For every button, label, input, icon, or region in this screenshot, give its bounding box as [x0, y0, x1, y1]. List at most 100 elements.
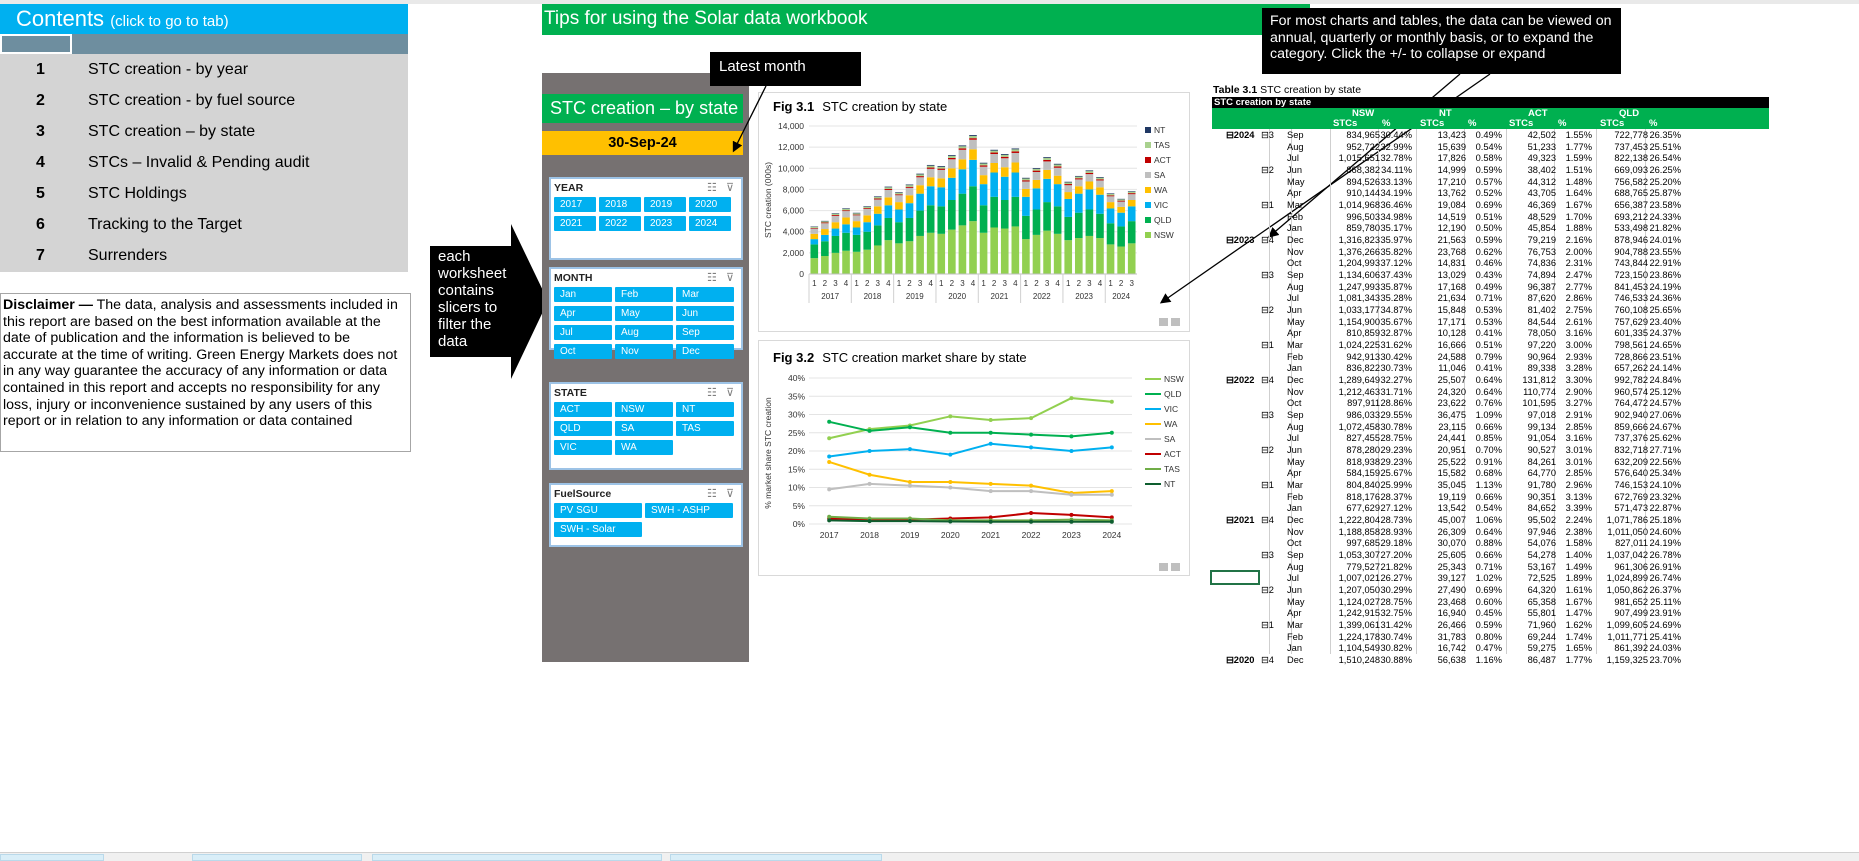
slicer-button-2020[interactable]: 2020: [689, 197, 731, 212]
contents-item-3[interactable]: 3 STC creation – by state: [0, 116, 408, 147]
row-year-label[interactable]: ⊟2021: [1226, 515, 1255, 526]
slicer-button-2024[interactable]: 2024: [689, 216, 731, 231]
row-quarter-label[interactable]: ⊟1: [1261, 340, 1274, 351]
active-cell[interactable]: [1210, 570, 1260, 585]
fig-3-2-chart[interactable]: Fig 3.2 STC creation market share by stat…: [758, 340, 1190, 576]
slicer-year: YEAR ☷ ⊽ 2017 2018 2019 2020 2021 2022 2023 2024: [549, 177, 743, 260]
row-quarter-label[interactable]: ⊟2: [1261, 165, 1274, 175]
row-cell: 14,831: [1437, 258, 1466, 269]
clear-filter-icon[interactable]: ⊽: [726, 272, 735, 284]
legend-swatch-nsw: [1145, 232, 1151, 238]
slicer-button-mar[interactable]: Mar: [676, 287, 734, 302]
y-tick-label: 4,000: [783, 227, 805, 237]
sheet-tab-4[interactable]: [670, 854, 882, 861]
slicer-button-2018[interactable]: 2018: [599, 197, 641, 212]
legend-swatch-sa: [1145, 172, 1151, 178]
x-tick-label: 2: [992, 279, 997, 288]
row-cell: 1,204,993: [1338, 258, 1380, 269]
slicer-button-pv-sgu[interactable]: PV SGU: [554, 503, 642, 518]
slicer-button-sa[interactable]: SA: [615, 421, 673, 436]
contents-item-4[interactable]: 4 STCs – Invalid & Pending audit: [0, 147, 408, 178]
slicer-button-dec[interactable]: Dec: [676, 344, 734, 359]
row-cell: 26,309: [1437, 526, 1466, 537]
row-quarter-label[interactable]: ⊟3: [1261, 410, 1274, 421]
selected-cell[interactable]: [0, 34, 72, 54]
slicer-button-jan[interactable]: Jan: [554, 287, 612, 302]
contents-item-7[interactable]: 7 Surrenders: [0, 240, 408, 271]
bar-nt: [1127, 191, 1136, 192]
bar-nsw: [810, 258, 819, 274]
slicer-button-oct[interactable]: Oct: [554, 344, 612, 359]
slicer-button-2019[interactable]: 2019: [644, 197, 686, 212]
contents-item-1[interactable]: 1 STC creation - by year: [0, 54, 408, 85]
row-quarter-label[interactable]: ⊟3: [1261, 270, 1274, 281]
slicer-button-sep[interactable]: Sep: [676, 325, 734, 340]
bar-wa: [1106, 202, 1115, 209]
sheet-tab-3[interactable]: [372, 854, 662, 861]
slicer-button-aug[interactable]: Aug: [615, 325, 673, 340]
row-year-label[interactable]: ⊟2020: [1226, 655, 1255, 666]
clear-filter-icon[interactable]: ⊽: [726, 488, 735, 500]
bar-sa: [1096, 180, 1104, 188]
row-quarter-label[interactable]: ⊟1: [1261, 480, 1274, 491]
row-cell: 24.19%: [1649, 538, 1681, 549]
clear-filter-icon[interactable]: ⊽: [726, 182, 735, 194]
slicer-button-2017[interactable]: 2017: [554, 197, 596, 212]
row-cell: 601,335: [1614, 328, 1648, 339]
slicer-button-tas[interactable]: TAS: [676, 421, 734, 436]
legend-swatch-act: [1145, 157, 1151, 163]
row-cell: 90,964: [1527, 351, 1556, 362]
row-quarter-label[interactable]: ⊟2: [1261, 305, 1274, 316]
multi-select-icon[interactable]: ☷: [707, 488, 717, 500]
bar-nsw: [821, 256, 829, 274]
multi-select-icon[interactable]: ☷: [707, 182, 717, 194]
row-quarter-label[interactable]: ⊟3: [1261, 130, 1274, 140]
row-year-label[interactable]: ⊟2022: [1226, 375, 1255, 386]
slicer-button-apr[interactable]: Apr: [554, 306, 612, 321]
row-cell: 99,134: [1527, 421, 1556, 432]
bar-vic: [1117, 212, 1125, 227]
row-year-label[interactable]: ⊟2023: [1226, 235, 1255, 246]
sheet-tab-2[interactable]: [192, 854, 362, 861]
row-cell: 1,007,021: [1338, 573, 1380, 584]
slicer-button-vic[interactable]: VIC: [554, 440, 612, 455]
slicer-button-jun[interactable]: Jun: [676, 306, 734, 321]
slicer-button-nsw[interactable]: NSW: [615, 402, 673, 417]
contents-item-6[interactable]: 6 Tracking to the Target: [0, 209, 408, 240]
bar-nsw: [1106, 244, 1115, 274]
slicer-button-jul[interactable]: Jul: [554, 325, 612, 340]
slicer-button-2021[interactable]: 2021: [554, 216, 596, 231]
row-quarter-label[interactable]: ⊟3: [1261, 550, 1274, 561]
sheet-tab-1[interactable]: [0, 854, 104, 861]
row-quarter-label[interactable]: ⊟4: [1261, 655, 1274, 666]
slicer-button-nov[interactable]: Nov: [615, 344, 673, 359]
fig-3-1-chart[interactable]: Fig 3.1 STC creation by state 14,000 12,00…: [758, 92, 1190, 332]
slicer-button-feb[interactable]: Feb: [615, 287, 673, 302]
multi-select-icon[interactable]: ☷: [707, 387, 717, 399]
row-quarter-label[interactable]: ⊟4: [1261, 235, 1274, 246]
row-year-label[interactable]: ⊟2024: [1226, 130, 1255, 140]
row-quarter-label[interactable]: ⊟4: [1261, 515, 1274, 526]
row-cell: 30.82%: [1380, 643, 1412, 654]
slicer-button-swh-solar[interactable]: SWH - Solar: [554, 522, 642, 537]
slicer-button-nt[interactable]: NT: [676, 402, 734, 417]
slicer-button-may[interactable]: May: [615, 306, 673, 321]
slicer-button-act[interactable]: ACT: [554, 402, 612, 417]
row-quarter-label[interactable]: ⊟1: [1261, 620, 1274, 631]
slicer-button-2022[interactable]: 2022: [599, 216, 641, 231]
multi-select-icon[interactable]: ☷: [707, 272, 717, 284]
contents-item-5[interactable]: 5 STC Holdings: [0, 178, 408, 209]
slicer-button-qld[interactable]: QLD: [554, 421, 612, 436]
row-quarter-label[interactable]: ⊟1: [1261, 200, 1274, 211]
contents-item-2[interactable]: 2 STC creation - by fuel source: [0, 85, 408, 116]
row-quarter-label[interactable]: ⊟2: [1261, 585, 1274, 596]
slicer-button-2023[interactable]: 2023: [644, 216, 686, 231]
slicer-button-wa[interactable]: WA: [615, 440, 673, 455]
row-quarter-label[interactable]: ⊟2: [1261, 445, 1274, 456]
bar-nsw: [842, 250, 850, 274]
clear-filter-icon[interactable]: ⊽: [726, 387, 735, 399]
row-cell: 15,639: [1437, 141, 1466, 152]
point-wa: [988, 481, 993, 486]
row-quarter-label[interactable]: ⊟4: [1261, 375, 1274, 386]
slicer-button-swh-ashp[interactable]: SWH - ASHP: [645, 503, 733, 518]
